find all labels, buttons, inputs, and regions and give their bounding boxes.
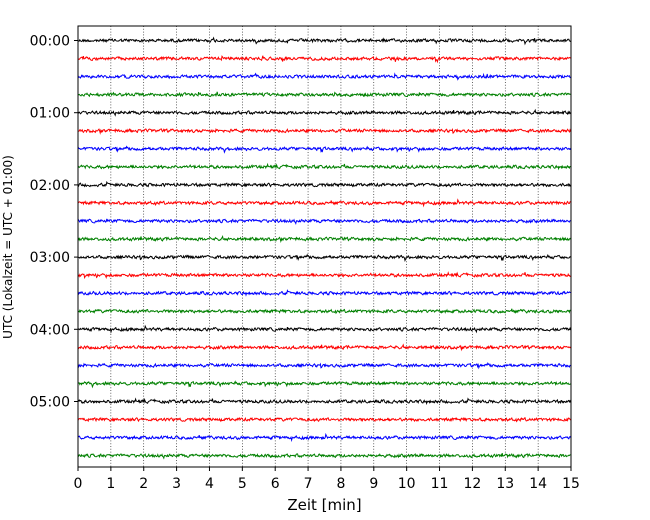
seismic-trace — [77, 162, 571, 171]
seismic-trace — [77, 271, 571, 280]
x-tick-label: 5 — [238, 476, 247, 492]
x-axis-ticks: 0 1 2 3 4 5 6 7 8 9 10 11 12 13 14 15 — [74, 467, 580, 492]
x-tick-label: 11 — [431, 476, 449, 492]
x-tick-label: 13 — [496, 476, 514, 492]
y-axis-title: UTC (Lokalzeit = UTC + 01:00) — [1, 155, 15, 339]
seismic-trace — [77, 253, 571, 263]
seismic-trace — [77, 361, 571, 370]
seismic-trace — [77, 91, 571, 98]
seismic-trace — [77, 324, 572, 334]
seismic-trace — [77, 180, 572, 188]
y-axis-ticks: 00:00 01:00 02:00 03:00 04:00 05:00 — [30, 34, 78, 411]
y-tick-label: 04:00 — [30, 322, 70, 338]
seismic-trace — [77, 289, 571, 297]
y-tick-label: 02:00 — [30, 178, 70, 194]
y-tick-label: 03:00 — [30, 250, 70, 266]
x-tick-label: 2 — [139, 476, 148, 492]
seismic-trace — [77, 235, 571, 244]
seismic-trace — [77, 397, 572, 406]
x-tick-label: 4 — [205, 476, 214, 492]
seismic-trace — [77, 108, 572, 117]
x-tick-label: 3 — [172, 476, 181, 492]
x-tick-label: 12 — [463, 476, 481, 492]
x-tick-label: 1 — [106, 476, 115, 492]
x-tick-label: 6 — [271, 476, 280, 492]
seismic-traces — [77, 36, 572, 460]
grid-lines — [110, 26, 539, 467]
seismic-trace — [77, 343, 571, 352]
seismic-trace — [77, 452, 571, 460]
x-tick-label: 15 — [562, 476, 580, 492]
seismic-trace — [77, 432, 572, 443]
x-tick-label: 10 — [398, 476, 416, 492]
seismic-trace — [77, 145, 572, 154]
x-tick-label: 7 — [304, 476, 313, 492]
x-axis-title: Zeit [min] — [287, 496, 361, 514]
plot-frame — [77, 25, 572, 468]
x-tick-label: 14 — [529, 476, 547, 492]
seismic-trace — [77, 72, 571, 81]
seismic-trace — [77, 127, 572, 135]
seismic-trace — [77, 308, 571, 315]
y-tick-label: 05:00 — [30, 395, 70, 411]
seismic-trace — [77, 55, 571, 64]
y-tick-label: 00:00 — [30, 34, 70, 50]
x-tick-label: 0 — [74, 476, 83, 492]
seismic-trace — [77, 198, 571, 208]
x-tick-label: 8 — [336, 476, 345, 492]
seismic-trace — [77, 416, 572, 423]
seismic-trace — [77, 380, 571, 389]
y-tick-label: 01:00 — [30, 106, 70, 122]
x-tick-label: 9 — [369, 476, 378, 492]
seismic-trace — [77, 218, 571, 226]
seismic-trace — [77, 36, 571, 46]
